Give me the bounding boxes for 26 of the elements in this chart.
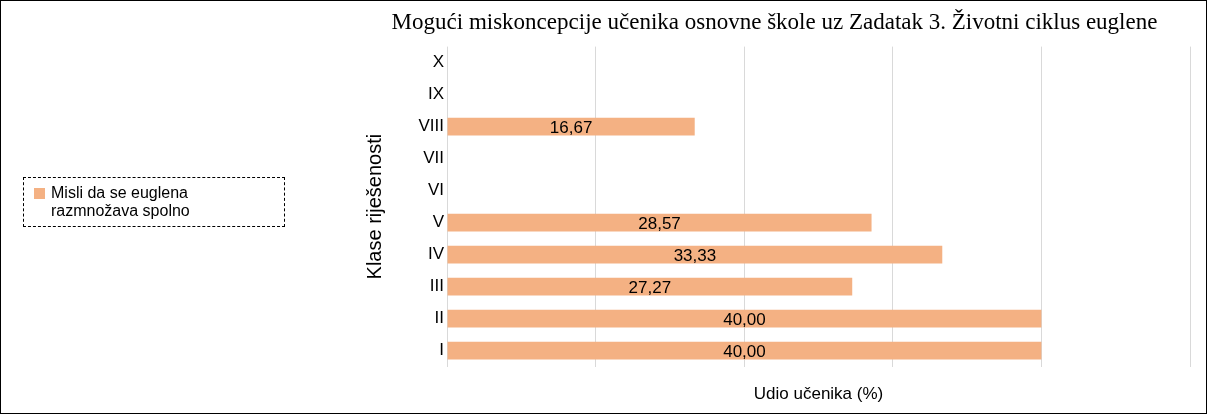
y-tick-label: X: [432, 52, 444, 72]
data-label: 27,27: [628, 278, 672, 298]
data-label: 33,33: [673, 246, 717, 266]
x-axis-title: Udio učenika (%): [753, 384, 884, 404]
bar: [447, 117, 695, 136]
y-tick-label: IX: [427, 84, 444, 104]
legend-label: Misli da se euglena razmnožava spolno: [51, 184, 191, 220]
bar: [447, 309, 1042, 328]
y-tick-label: I: [439, 340, 444, 360]
y-tick-label: III: [429, 276, 444, 296]
y-tick-label: II: [434, 308, 444, 328]
bar: [447, 213, 872, 232]
y-tick-label: VI: [427, 180, 444, 200]
bar: [447, 245, 943, 264]
bar: [447, 341, 1042, 360]
bar: [447, 277, 853, 296]
y-tick-label: VIII: [418, 116, 444, 136]
y-tick-label: IV: [427, 244, 445, 264]
data-label: 40,00: [723, 342, 766, 362]
y-tick-label: VII: [423, 148, 444, 168]
data-label: 16,67: [549, 118, 593, 138]
y-tick-label: V: [432, 212, 445, 232]
data-label: 40,00: [723, 310, 766, 330]
data-label: 28,57: [638, 214, 681, 234]
chart-title: Mogući miskoncepcije učenika osnovne škole uz Zadatak 3. Životni ciklus euglene: [391, 8, 1158, 34]
y-axis-title: Klase riješenosti: [362, 133, 385, 280]
